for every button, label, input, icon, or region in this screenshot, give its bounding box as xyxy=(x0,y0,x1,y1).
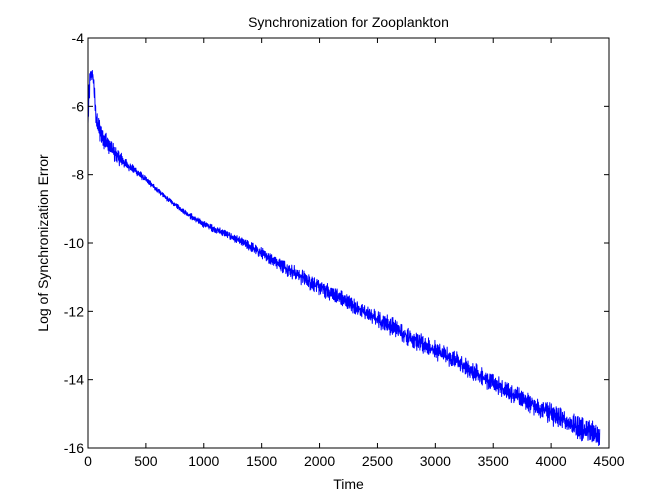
x-axis-label: Time xyxy=(333,476,364,492)
x-tick-label: 1500 xyxy=(246,453,277,469)
x-tick-label: 3000 xyxy=(420,453,451,469)
y-tick-label: -8 xyxy=(72,167,85,183)
y-tick-label: -14 xyxy=(64,372,84,388)
y-tick-label: -4 xyxy=(72,30,85,46)
plot-area xyxy=(88,38,609,448)
y-tick-label: -16 xyxy=(64,440,84,456)
y-tick-label: -12 xyxy=(64,303,84,319)
series-line xyxy=(87,70,601,447)
x-tick-label: 4500 xyxy=(593,453,624,469)
y-tick-label: -6 xyxy=(72,98,85,114)
x-tick-label: 0 xyxy=(84,453,92,469)
x-tick-label: 2500 xyxy=(362,453,393,469)
y-axis-label: Log of Synchronization Error xyxy=(35,154,51,332)
x-tick-label: 3500 xyxy=(478,453,509,469)
x-tick-label: 500 xyxy=(134,453,158,469)
x-tick-label: 4000 xyxy=(536,453,567,469)
y-tick-label: -10 xyxy=(64,235,84,251)
tick-layer: 0 500 1000 1500 2000 2500 3000 3500 4000 4500 -16 -… xyxy=(64,30,625,469)
chart-title: Synchronization for Zooplankton xyxy=(248,14,449,30)
x-tick-label: 2000 xyxy=(304,453,335,469)
data-layer xyxy=(87,70,601,447)
x-tick-label: 1000 xyxy=(188,453,219,469)
